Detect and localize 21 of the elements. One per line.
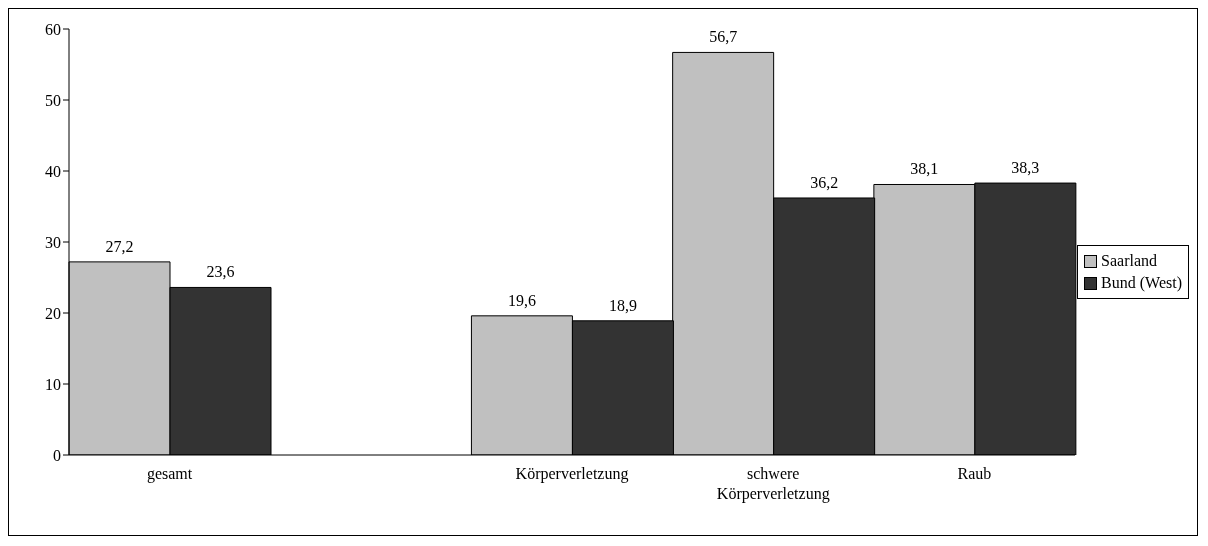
y-tick-label: 20 xyxy=(45,304,61,322)
y-tick-label: 50 xyxy=(45,91,61,109)
data-label: 18,9 xyxy=(608,296,637,314)
x-tick-label: Körperverletzung xyxy=(515,465,629,483)
data-label: 23,6 xyxy=(206,263,235,281)
data-label: 38,1 xyxy=(910,160,939,178)
y-tick-label: 40 xyxy=(45,162,61,180)
data-label: 38,3 xyxy=(1011,159,1040,177)
x-tick-label: schwere Körperverletzung xyxy=(716,465,830,503)
data-label: 56,7 xyxy=(709,28,738,46)
data-label: 36,2 xyxy=(810,173,839,191)
legend-label: Bund (West) xyxy=(1101,273,1182,294)
x-tick-label: Raub xyxy=(957,465,992,482)
y-tick-label: 60 xyxy=(45,20,61,38)
data-label: 19,6 xyxy=(507,291,536,309)
y-tick-label: 0 xyxy=(53,446,61,464)
x-tick-label: gesamt xyxy=(146,465,193,483)
y-tick-label: 10 xyxy=(45,375,61,393)
data-label: 27,2 xyxy=(105,237,134,255)
y-tick-label: 30 xyxy=(45,233,61,251)
legend-label: Saarland xyxy=(1101,251,1158,271)
